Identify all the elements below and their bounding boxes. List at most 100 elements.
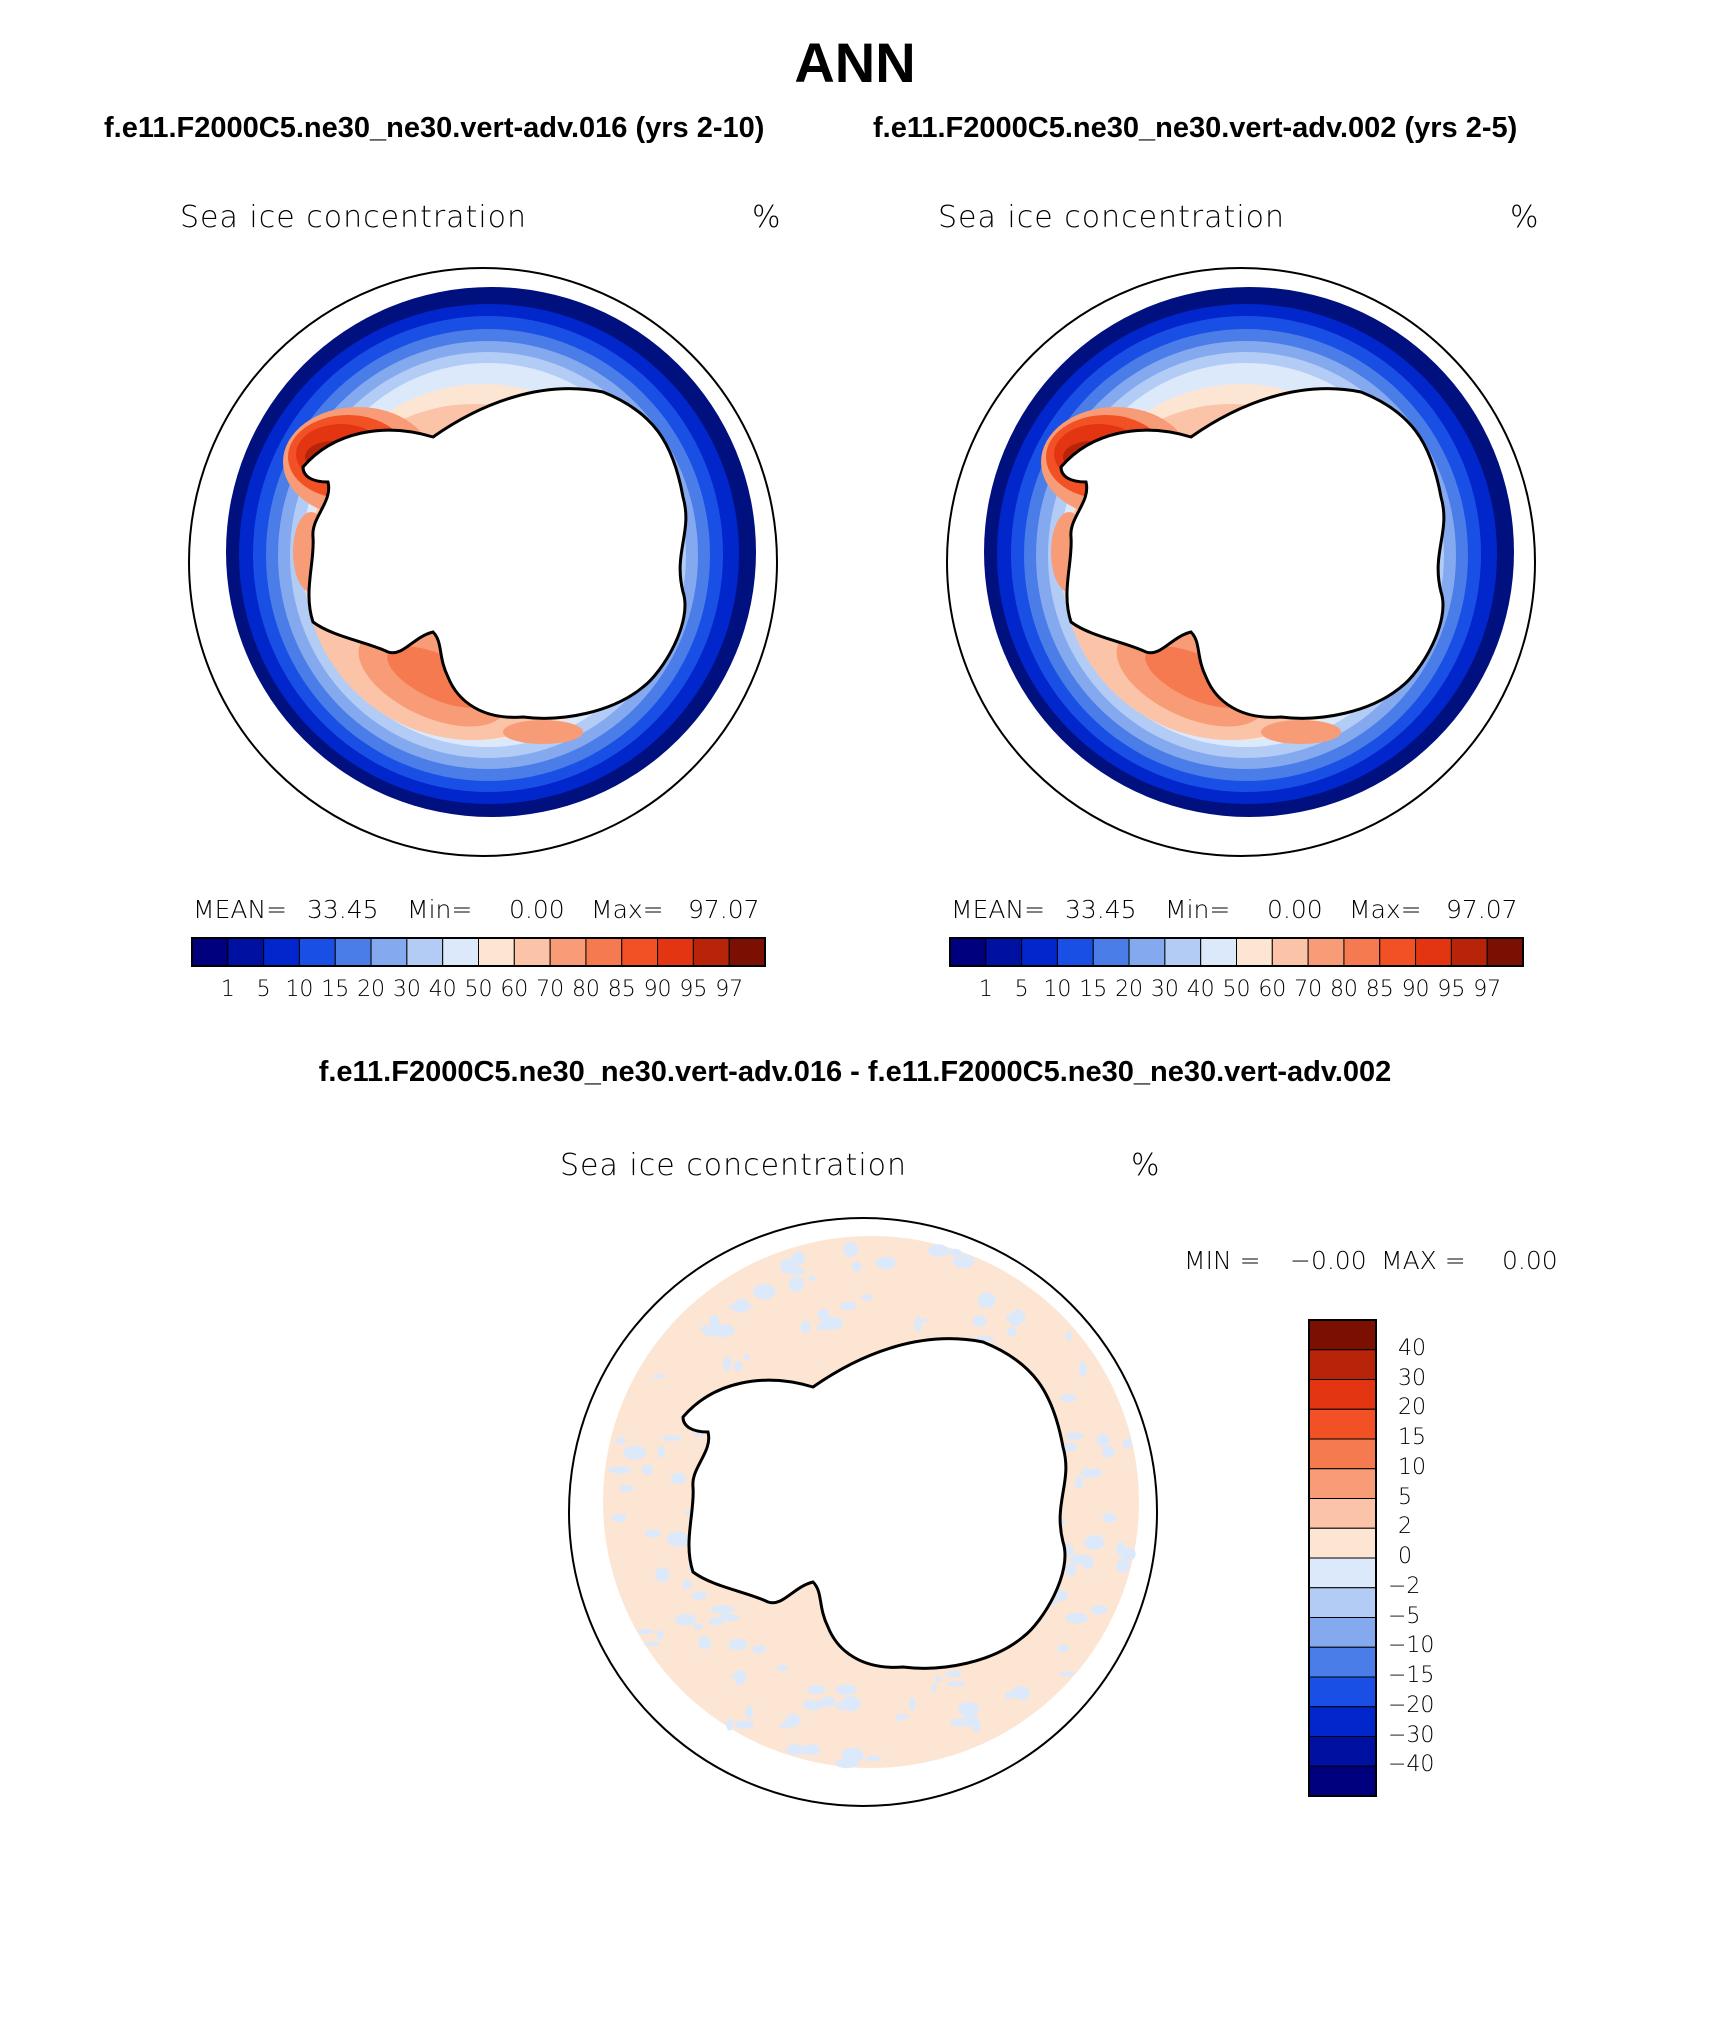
diff-negative-patch	[641, 1464, 654, 1476]
diff-negative-patch	[661, 1435, 682, 1442]
diff-negative-patch	[1065, 1331, 1073, 1341]
diff-colorbar-tick-label: −5	[1388, 1603, 1421, 1629]
diff-negative-patch	[839, 1301, 856, 1311]
diff-negative-patch	[950, 1718, 967, 1727]
panel-2-colorbar-swatch	[1092, 937, 1130, 967]
diff-colorbar-swatch	[1308, 1468, 1377, 1499]
diff-colorbar-swatch	[1308, 1676, 1377, 1708]
panel-1-colorbar-tick-label: 50	[464, 977, 493, 1002]
diff-colorbar-swatch	[1308, 1646, 1377, 1678]
panel-1-colorbar-swatch	[621, 937, 659, 967]
panel-1-colorbar-swatch	[478, 937, 515, 967]
figure-title: ANN	[794, 31, 916, 94]
diff-negative-patch	[1065, 1563, 1077, 1577]
panel-1-colorbar-swatch	[657, 937, 694, 967]
panel-1-mean-label: MEAN=	[193, 895, 288, 924]
panel-1-min-value: 0.00	[509, 895, 565, 924]
diff-negative-patch	[931, 1684, 938, 1692]
panel-2-colorbar-swatch	[1415, 937, 1452, 967]
diff-colorbar-tick-label: −20	[1388, 1692, 1435, 1718]
panel-2-colorbar-tick-label: 5	[1014, 977, 1029, 1002]
diff-negative-patch	[1057, 1644, 1069, 1653]
panel-2-units: %	[1510, 200, 1540, 235]
diff-negative-patch	[934, 1676, 942, 1683]
diff-negative-patch	[623, 1445, 647, 1460]
diff-negative-patch	[1096, 1433, 1110, 1447]
panel-1-colorbar-tick-label: 60	[500, 977, 529, 1002]
diff-colorbar-swatch	[1308, 1527, 1377, 1559]
diff-colorbar-swatch	[1308, 1438, 1377, 1470]
diff-negative-patch	[841, 1695, 861, 1712]
panel-1-colorbar-swatch	[549, 937, 587, 967]
diff-colorbar-tick-label: 0	[1398, 1544, 1412, 1569]
diff-negative-patch	[666, 1531, 691, 1547]
panel-1-colorbar-swatch	[227, 937, 265, 967]
diff-colorbar-tick-label: 40	[1398, 1335, 1426, 1361]
difference-title: f.e11.F2000C5.ne30_ne30.vert-adv.016 - f…	[318, 1056, 1392, 1088]
diff-colorbar-swatch	[1308, 1617, 1377, 1648]
panel-1-colorbar-tick-label: 1	[220, 977, 235, 1002]
diff-negative-patch	[607, 1466, 632, 1474]
diff-negative-patch	[1065, 1432, 1084, 1440]
diff-negative-patch	[1120, 1547, 1136, 1561]
panel-2-colorbar-tick-label: 70	[1294, 977, 1323, 1002]
panel-1-colorbar-swatch	[298, 937, 336, 967]
diff-negative-patch	[1059, 1394, 1077, 1402]
panel-2-colorbar-tick-label: 40	[1186, 977, 1215, 1002]
case-left-title: f.e11.F2000C5.ne30_ne30.vert-adv.016 (yr…	[104, 112, 765, 144]
diff-colorbar-tick-label: −40	[1388, 1752, 1435, 1778]
diff-negative-patch	[718, 1613, 740, 1622]
panel-1-colorbar-swatch	[585, 937, 623, 967]
diff-negative-patch	[618, 1484, 634, 1492]
diff-negative-patch	[691, 1591, 707, 1600]
diff-negative-patch	[615, 1436, 626, 1445]
diff-negative-patch	[972, 1315, 987, 1327]
panel-1-map-boundary	[188, 267, 778, 857]
diff-panel-units: %	[1131, 1148, 1161, 1183]
diff-colorbar-tick-label: 30	[1398, 1365, 1426, 1391]
panel-2-max-value: 97.07	[1446, 895, 1518, 924]
diff-negative-patch	[776, 1664, 788, 1672]
diff-negative-patch	[875, 1256, 897, 1270]
panel-2-colorbar-swatch	[1450, 937, 1488, 967]
diff-negative-patch	[944, 1670, 962, 1678]
panel-2-mean-label: MEAN=	[951, 895, 1046, 924]
diff-negative-patch	[785, 1713, 801, 1727]
diff-colorbar-tick-label: 15	[1398, 1425, 1426, 1450]
diff-negative-patch	[652, 1374, 666, 1379]
diff-negative-patch	[800, 1320, 811, 1334]
panel-2-colorbar-swatch	[1343, 937, 1381, 967]
panel-1-units: %	[752, 200, 782, 235]
panel-1-colorbar-tick-label: 97	[715, 977, 744, 1002]
diff-negative-patch	[802, 1700, 824, 1711]
diff-negative-patch	[637, 1629, 655, 1635]
diff-negative-patch	[914, 1316, 922, 1333]
diff-negative-patch	[972, 1716, 981, 1733]
diff-negative-patch	[952, 1254, 975, 1268]
diff-field	[569, 1218, 1157, 1806]
diff-negative-patch	[1058, 1671, 1076, 1677]
diff-negative-patch	[1080, 1468, 1094, 1479]
panel-2-map	[946, 267, 1536, 857]
diff-negative-patch	[786, 1744, 806, 1756]
panel-2-colorbar-tick-label: 97	[1473, 977, 1502, 1002]
diff-negative-patch	[909, 1697, 916, 1712]
case-right-title: f.e11.F2000C5.ne30_ne30.vert-adv.002 (yr…	[873, 112, 1518, 144]
diff-panel-variable: Sea ice concentration	[560, 1148, 908, 1183]
panel-2-colorbar-tick-label: 20	[1115, 977, 1144, 1002]
panel-2-colorbar-tick-label: 95	[1437, 977, 1466, 1002]
panel-1-colorbar-tick-label: 10	[285, 977, 314, 1002]
panel-2-max-label: Max=	[1349, 895, 1422, 924]
diff-negative-patch	[611, 1513, 626, 1523]
panel-2-colorbar-tick-label: 15	[1079, 977, 1108, 1002]
panel-2-colorbar-tick-label: 80	[1329, 977, 1358, 1002]
diff-negative-patch	[1011, 1686, 1030, 1700]
diff-negative-patch	[1116, 1558, 1130, 1573]
diff-colorbar-swatch	[1308, 1498, 1377, 1529]
diff-negative-patch	[1122, 1438, 1132, 1449]
panel-2-colorbar-swatch	[1128, 937, 1166, 967]
diff-negative-patch	[743, 1354, 751, 1360]
diff-colorbar-tick-label: −2	[1388, 1573, 1421, 1599]
panel-2-colorbar-tick-label: 50	[1222, 977, 1251, 1002]
diff-colorbar-swatch	[1308, 1319, 1377, 1351]
